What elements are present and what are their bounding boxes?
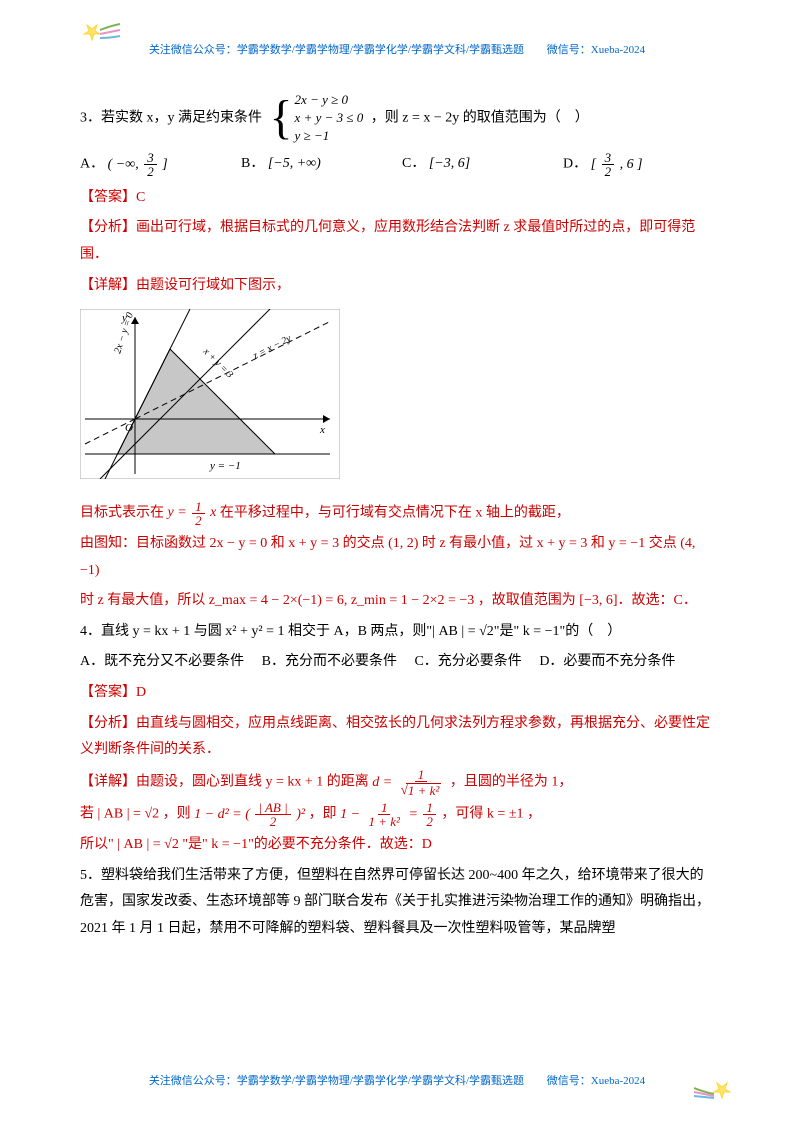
q4-optB: B．充分而不必要条件	[262, 654, 397, 669]
q3-prompt-b: ，则 z = x − 2y 的取值范围为（ ）	[371, 110, 589, 125]
q4-optA: A．既不充分又不必要条件	[80, 654, 244, 669]
svg-text:y = −1: y = −1	[209, 460, 241, 472]
q3-optD: D． [ 32 , 6 ]	[563, 151, 714, 178]
q3-prompt-a: 3．若实数 x，y 满足约束条件	[80, 110, 262, 125]
q3-constraints: { 2x − y ≥ 0 x + y − 3 ≤ 0 y ≥ −1	[270, 91, 364, 146]
q4-optC: C．充分必要条件	[414, 654, 521, 669]
q3-feasible-graph: O x y y = −1 2x − y = 0 x + y = 3 z = x …	[80, 309, 340, 479]
q3-c2: x + y − 3 ≤ 0	[295, 109, 364, 127]
q3-optB: B． [−5, +∞)	[241, 151, 392, 178]
q3-options: A． ( −∞, 32 ] B． [−5, +∞) C． [−3, 6] D． …	[80, 151, 714, 178]
q3-prompt: 3．若实数 x，y 满足约束条件 { 2x − y ≥ 0 x + y − 3 …	[80, 91, 714, 146]
q3-line3: 时 z 有最大值，所以 z_max = 4 − 2×(−1) = 6, z_mi…	[80, 588, 714, 615]
q3-c3: y ≥ −1	[295, 127, 364, 145]
q5-text: 5．塑料袋给我们生活带来了方便，但塑料在自然界可停留长达 200~400 年之久…	[80, 863, 714, 943]
q4-analysis: 【分析】由直线与圆相交，应用点线距离、相交弦长的几何求法列方程求参数，再根据充分…	[80, 711, 714, 764]
q4-options: A．既不充分又不必要条件 B．充分而不必要条件 C．充分必要条件 D．必要而不充…	[80, 649, 714, 676]
q3-answer: 【答案】C	[80, 185, 714, 212]
q4-line2: 若 | AB | = √2 ，则 1 − d² = ( | AB |2 )² ，…	[80, 801, 714, 828]
q3-optC: C． [−3, 6]	[402, 151, 553, 178]
header-wechat: 微信号：Xueba-2024	[547, 44, 645, 56]
q4-line3: 所以" | AB | = √2 "是" k = −1"的必要不充分条件．故选：D	[80, 832, 714, 859]
q4-prompt: 4．直线 y = kx + 1 与圆 x² + y² = 1 相交于 A，B 两…	[80, 619, 714, 646]
header-text: 关注微信公众号：学霸学数学/学霸学物理/学霸学化学/学霸学文科/学霸甄选题	[149, 44, 524, 56]
q3-analysis: 【分析】画出可行域，根据目标式的几何意义，应用数形结合法判断 z 求最值时所过的…	[80, 215, 714, 268]
q4-detail: 【详解】由题设，圆心到直线 y = kx + 1 的距离 d = 11 + k²…	[80, 768, 714, 797]
page-header: 关注微信公众号：学霸学数学/学霸学物理/学霸学化学/学霸学文科/学霸甄选题 微信…	[80, 40, 714, 61]
footer-text: 关注微信公众号：学霸学数学/学霸学物理/学霸学化学/学霸学文科/学霸甄选题	[149, 1075, 524, 1087]
svg-text:x: x	[319, 424, 325, 436]
q3-detail-a: 【详解】由题设可行域如下图示，	[80, 273, 714, 300]
page-footer: 关注微信公众号：学霸学数学/学霸学物理/学霸学化学/学霸学文科/学霸甄选题 微信…	[0, 1071, 794, 1092]
shooting-star-icon	[80, 20, 120, 60]
q3-line2: 由图知：目标函数过 2x − y = 0 和 x + y = 3 的交点 (1,…	[80, 531, 714, 584]
q3-c1: 2x − y ≥ 0	[295, 91, 364, 109]
footer-wechat: 微信号：Xueba-2024	[547, 1075, 645, 1087]
shooting-star-icon	[694, 1064, 734, 1104]
q3-optA: A． ( −∞, 32 ]	[80, 151, 231, 178]
q3-line1: 目标式表示在 y = 12 x 在平移过程中，与可行域有交点情况下在 x 轴上的…	[80, 500, 714, 527]
q4-answer: 【答案】D	[80, 680, 714, 707]
q4-optD: D．必要而不充分条件	[539, 654, 675, 669]
